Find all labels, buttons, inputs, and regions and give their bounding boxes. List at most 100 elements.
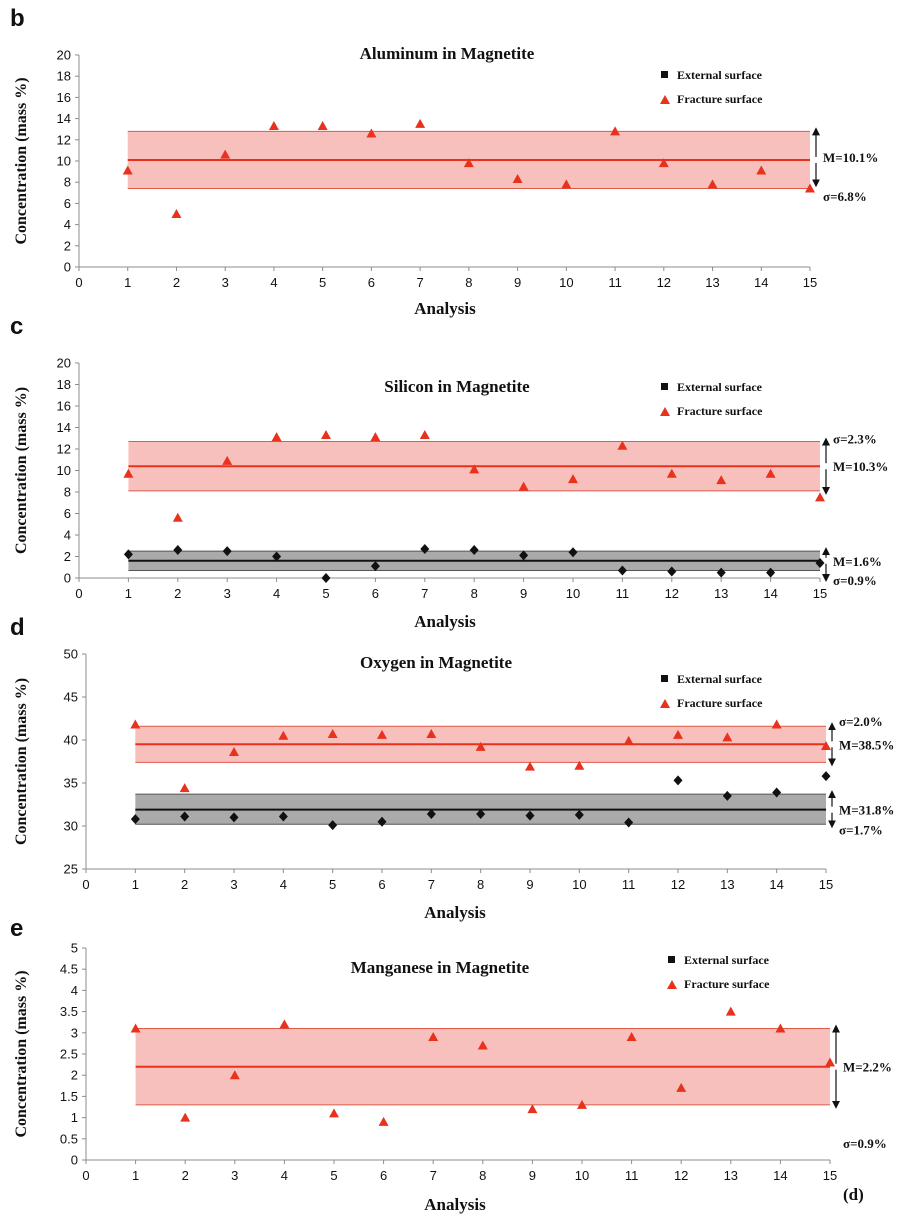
data-point-fracture [428,1032,439,1042]
legend-marker-external [668,956,675,963]
x-tick-label: 13 [720,877,734,892]
data-point-fracture [180,1112,191,1122]
panel-letter: e [10,915,23,942]
stat-annotation: M=38.5% [839,737,894,752]
data-point-external [123,549,133,560]
data-point-external [272,551,282,562]
x-tick-label: 1 [125,586,132,601]
data-point-fracture [172,512,183,522]
data-point-external [574,809,584,820]
y-tick-label: 2.5 [60,1047,78,1062]
data-point-external [821,771,831,782]
data-point-fracture [220,149,231,159]
x-tick-label: 1 [124,275,131,290]
data-point-fracture [765,468,776,478]
data-point-fracture [171,209,182,218]
x-tick-label: 5 [322,586,329,601]
x-tick-label: 11 [608,275,622,290]
data-point-fracture [271,432,282,442]
data-point-fracture [568,474,578,484]
chart-title: Aluminum in Magnetite [360,44,535,63]
y-tick-label: 6 [64,506,71,521]
x-tick-label: 4 [280,877,287,892]
x-tick-label: 3 [222,275,229,290]
legend-marker-external [661,383,668,390]
data-point-fracture [419,430,430,440]
data-point-external [370,561,380,572]
y-tick-label: 0.5 [60,1131,78,1146]
data-point-external [673,775,683,786]
stat-annotation: M=2.2% [843,1060,892,1075]
data-point-external [130,814,140,825]
x-tick-label: 8 [471,586,478,601]
x-tick-label: 8 [477,877,484,892]
x-tick-label: 6 [378,877,385,892]
x-tick-label: 7 [428,877,435,892]
data-point-fracture [426,728,437,738]
stat-annotation: σ=0.9% [833,573,877,588]
data-point-external [278,811,288,822]
x-tick-label: 11 [625,1168,639,1183]
data-point-fracture [617,440,628,450]
data-point-external [716,567,726,578]
data-point-fracture [378,1116,389,1126]
y-tick-label: 10 [57,154,71,169]
y-tick-label: 40 [64,733,78,748]
data-point-fracture [278,730,289,740]
data-point-fracture [574,760,585,770]
x-tick-label: 13 [724,1168,738,1183]
data-point-fracture [626,1032,637,1042]
x-tick-label: 12 [665,586,679,601]
y-tick-label: 6 [64,196,71,211]
stat-annotation: M=10.1% [823,150,878,165]
corner-label: (d) [843,1185,864,1204]
data-point-fracture [775,1023,786,1033]
data-point-external [476,808,486,819]
data-point-fracture [658,158,669,168]
chart-title: Manganese in Magnetite [351,958,530,977]
data-point-fracture [825,1057,835,1067]
data-point-external [321,573,331,583]
x-tick-label: 6 [372,586,379,601]
y-tick-label: 5 [71,941,78,956]
x-tick-label: 2 [182,1168,189,1183]
legend-label-fracture: Fracture surface [684,977,770,991]
x-tick-label: 10 [575,1168,589,1183]
legend-label-fracture: Fracture surface [677,404,763,418]
legend-label-external: External surface [684,953,770,967]
data-point-external [815,557,825,568]
x-tick-label: 2 [174,586,181,601]
y-tick-label: 14 [57,420,71,435]
x-tick-label: 10 [566,586,580,601]
x-tick-label: 14 [769,877,783,892]
data-point-fracture [756,165,767,175]
data-point-fracture [123,468,134,478]
y-axis-label: Concentration (mass %) [13,387,30,554]
stat-annotation: M=1.6% [833,554,882,569]
chart-title: Silicon in Magnetite [384,377,530,396]
x-tick-label: 8 [465,275,472,290]
x-axis-label: Analysis [424,903,486,922]
legend-marker-fracture [660,699,670,708]
stat-annotation: σ=6.8% [823,189,867,204]
y-tick-label: 0 [71,1153,78,1168]
x-tick-label: 9 [529,1168,536,1183]
x-tick-label: 10 [559,275,573,290]
legend-marker-fracture [660,95,670,104]
y-tick-label: 45 [64,690,78,705]
data-point-fracture [707,179,718,189]
data-point-external [222,546,232,557]
y-tick-label: 35 [64,776,78,791]
stat-annotation: σ=2.0% [839,714,883,729]
x-axis-label: Analysis [414,299,476,318]
x-tick-label: 12 [674,1168,688,1183]
data-point-fracture [561,179,572,189]
data-point-fracture [673,729,683,739]
y-tick-label: 14 [57,111,71,126]
x-tick-label: 2 [173,275,180,290]
data-point-fracture [821,741,831,751]
y-tick-label: 0 [64,260,71,275]
data-point-fracture [222,455,233,465]
data-point-fracture [469,464,480,474]
